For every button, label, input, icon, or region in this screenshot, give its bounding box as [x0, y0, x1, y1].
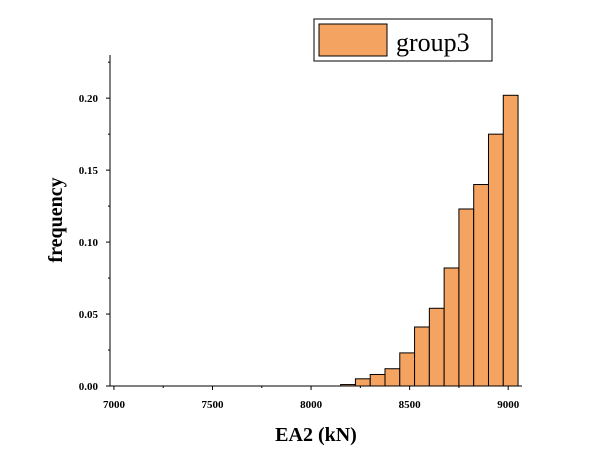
histogram-bar [428, 307, 445, 387]
y-tick-label: 0.20 [79, 93, 99, 105]
legend-swatch [318, 23, 388, 57]
x-tick-label: 8000 [300, 399, 323, 411]
x-tick-label: 7000 [103, 399, 126, 411]
x-tick-label: 7500 [202, 399, 225, 411]
y-tick-label: 0.00 [79, 381, 99, 393]
histogram-bar [487, 133, 504, 387]
x-tick-label: 8500 [399, 399, 422, 411]
histogram-bar [414, 326, 430, 387]
x-ticks: 7000 7500 8000 8500 9000 [103, 386, 520, 411]
histogram-bar [502, 94, 519, 387]
axes-group: 7000 7500 8000 8500 9000 0.00 0.05 0.10 0.15 0.2… [79, 55, 522, 411]
legend: group3 [313, 18, 493, 62]
histogram-bar [458, 208, 475, 387]
y-tick-label: 0.10 [79, 237, 99, 249]
histogram-bar [384, 368, 401, 387]
legend-label: group3 [396, 28, 470, 57]
histogram-bar [354, 378, 371, 387]
y-tick-label: 0.15 [79, 165, 99, 177]
histogram-bar [399, 352, 416, 387]
histogram-bar [369, 373, 386, 387]
histogram-bar [443, 267, 460, 387]
x-axis-title: EA2 (kN) [275, 424, 357, 446]
y-axis-title: frequency [45, 177, 67, 262]
bars-group [340, 94, 519, 387]
y-tick-label: 0.05 [79, 309, 99, 321]
x-tick-label: 9000 [497, 399, 520, 411]
y-ticks: 0.00 0.05 0.10 0.15 0.20 [79, 61, 110, 393]
histogram-bar [473, 184, 489, 387]
